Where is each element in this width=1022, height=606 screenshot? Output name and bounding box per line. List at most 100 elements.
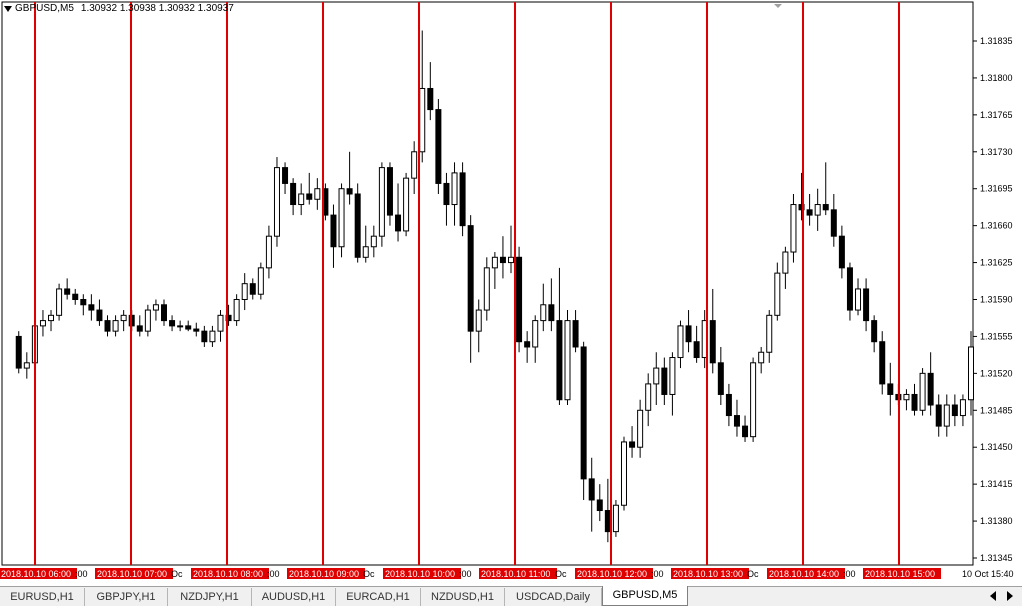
candle	[144, 304, 151, 337]
candle	[88, 294, 95, 321]
tab-gbpjpy-h1[interactable]: GBPJPY,H1	[85, 588, 168, 606]
candle	[725, 383, 732, 427]
candle	[612, 499, 619, 537]
time-axis-label-tail: :00	[75, 569, 88, 579]
bear-candle-body	[354, 193, 361, 258]
candle	[346, 151, 353, 205]
candle	[411, 141, 418, 194]
bull-candle-body	[653, 367, 660, 385]
bull-candle-body	[766, 314, 773, 353]
candle	[177, 320, 184, 332]
bear-candle-body	[524, 341, 531, 348]
bear-candle-body	[193, 328, 200, 332]
bear-candle-body	[927, 372, 934, 406]
candle	[935, 394, 942, 437]
price-axis-label: 1.31520	[980, 368, 1013, 378]
candle	[959, 394, 966, 427]
candle	[927, 352, 934, 416]
tab-audusd-h1[interactable]: AUDUSD,H1	[252, 588, 336, 606]
bear-candle-body	[15, 335, 22, 369]
candle	[80, 294, 87, 316]
candle	[185, 320, 192, 332]
candle	[968, 331, 974, 416]
bear-candle-body	[161, 304, 167, 322]
candle	[56, 283, 63, 321]
bull-candle-body	[532, 320, 539, 348]
time-axis-label: 2018.10.10 10:00	[385, 569, 455, 579]
candle	[693, 325, 700, 363]
price-axis-label: 1.31485	[980, 405, 1013, 415]
candle	[855, 278, 862, 316]
candle	[548, 278, 555, 332]
bull-candle-body	[217, 314, 224, 332]
bear-candle-body	[249, 283, 256, 295]
candle	[822, 162, 829, 216]
candle	[766, 310, 773, 363]
candle	[951, 394, 958, 427]
time-label-background	[383, 568, 461, 579]
bull-candle-body	[241, 283, 248, 300]
candle	[790, 193, 797, 263]
tab-nzdusd-h1[interactable]: NZDUSD,H1	[421, 588, 505, 606]
price-axis-label: 1.31730	[980, 147, 1013, 157]
tab-eurcad-h1[interactable]: EURCAD,H1	[336, 588, 421, 606]
symbol-label: GBPUSD,M5	[15, 3, 74, 14]
bear-candle-body	[88, 304, 95, 311]
bull-candle-body	[144, 309, 151, 332]
bear-candle-body	[499, 256, 506, 264]
time-label-background	[671, 568, 749, 579]
candle	[758, 346, 765, 374]
bear-candle-body	[838, 235, 845, 269]
candle	[136, 315, 143, 337]
bear-candle-body	[330, 214, 337, 248]
bull-candle-body	[564, 320, 571, 401]
candle	[451, 162, 458, 226]
candle	[459, 162, 466, 237]
bull-candle-body	[790, 204, 797, 253]
candle	[419, 30, 426, 163]
time-axis-label-tail: :00	[267, 569, 280, 579]
chart-tab-bar: EURUSD,H1 GBPJPY,H1 NZDJPY,H1 AUDUSD,H1 EURC…	[0, 586, 1022, 606]
time-axis-label: 2018.10.10 15:00	[865, 569, 935, 579]
bear-candle-body	[80, 299, 87, 306]
price-axis-label: 1.31345	[980, 553, 1013, 563]
bear-candle-body	[427, 87, 434, 111]
candle	[564, 310, 571, 406]
shift-marker-icon[interactable]	[774, 4, 782, 8]
candle	[39, 310, 46, 337]
candle	[685, 310, 692, 353]
candle	[588, 457, 595, 532]
bull-candle-body	[814, 204, 821, 216]
candle	[733, 399, 740, 437]
bull-candle-body	[378, 167, 385, 237]
bull-candle-body	[265, 235, 272, 269]
dropdown-triangle-icon[interactable]	[4, 5, 12, 12]
candle	[596, 484, 603, 522]
scroll-left-arrow-icon[interactable]	[990, 591, 996, 601]
bear-candle-body	[822, 204, 829, 211]
bear-candle-body	[306, 193, 313, 200]
tab-nzdjpy-h1[interactable]: NZDJPY,H1	[168, 588, 252, 606]
candle	[64, 278, 71, 300]
price-axis-label: 1.31415	[980, 479, 1013, 489]
bear-candle-body	[887, 383, 894, 395]
candle	[282, 162, 289, 194]
bull-candle-body	[112, 320, 119, 332]
bear-candle-body	[685, 325, 692, 343]
time-axis-label: 2018.10.10 14:00	[769, 569, 839, 579]
bull-candle-body	[152, 304, 159, 311]
tab-gbpusd-m5[interactable]: GBPUSD,M5	[602, 586, 688, 606]
chart-window[interactable]: 1.31835 1.31800 1.31765 1.31730 1.31695 1.316…	[0, 0, 1022, 586]
candlestick-chart[interactable]: 1.31835 1.31800 1.31765 1.31730 1.31695 1.316…	[0, 0, 1022, 586]
tab-eurusd-h1[interactable]: EURUSD,H1	[0, 588, 85, 606]
scroll-right-arrow-icon[interactable]	[1007, 591, 1013, 601]
tab-usdcad-daily[interactable]: USDCAD,Daily	[505, 588, 602, 606]
bull-candle-body	[903, 393, 910, 401]
bear-candle-body	[935, 404, 942, 427]
bear-candle-body	[588, 478, 595, 501]
candle	[516, 246, 523, 353]
candle	[483, 257, 490, 321]
candle	[338, 183, 345, 258]
price-axis-label: 1.31555	[980, 331, 1013, 341]
bear-candle-body	[879, 341, 886, 385]
